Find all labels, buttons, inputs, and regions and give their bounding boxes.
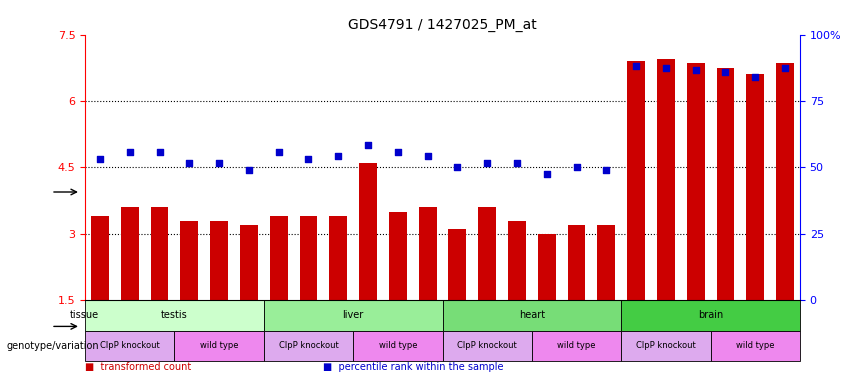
Bar: [627, 61, 645, 300]
Point: [94, 156, 107, 162]
Bar: [448, 229, 466, 300]
Point: [599, 167, 613, 173]
FancyBboxPatch shape: [443, 300, 621, 331]
Bar: [657, 59, 675, 300]
Text: brain: brain: [698, 310, 723, 320]
Bar: [151, 207, 168, 300]
Point: [420, 153, 434, 159]
FancyBboxPatch shape: [85, 300, 264, 331]
Text: ClpP knockout: ClpP knockout: [100, 341, 160, 350]
Bar: [389, 212, 407, 300]
Point: [361, 142, 374, 148]
Point: [778, 65, 791, 71]
Point: [570, 164, 584, 170]
Bar: [687, 63, 705, 300]
Point: [749, 74, 762, 80]
Bar: [210, 220, 228, 300]
Point: [123, 149, 136, 155]
Bar: [568, 225, 585, 300]
Bar: [91, 216, 109, 300]
Text: heart: heart: [519, 310, 545, 320]
Bar: [597, 225, 615, 300]
FancyBboxPatch shape: [85, 331, 174, 361]
Text: liver: liver: [343, 310, 363, 320]
Point: [271, 149, 285, 155]
Bar: [746, 74, 764, 300]
Point: [301, 156, 315, 162]
FancyBboxPatch shape: [353, 331, 443, 361]
Point: [153, 149, 167, 155]
Title: GDS4791 / 1427025_PM_at: GDS4791 / 1427025_PM_at: [348, 18, 537, 32]
Point: [242, 167, 255, 173]
Point: [480, 160, 494, 166]
Bar: [538, 234, 556, 300]
Bar: [508, 220, 526, 300]
Text: wild type: wild type: [200, 341, 238, 350]
Point: [659, 65, 672, 71]
Text: wild type: wild type: [736, 341, 774, 350]
FancyBboxPatch shape: [711, 331, 800, 361]
Point: [213, 160, 226, 166]
Point: [688, 67, 702, 73]
FancyBboxPatch shape: [621, 331, 711, 361]
Bar: [300, 216, 317, 300]
Text: ■  transformed count: ■ transformed count: [85, 362, 191, 372]
Text: ClpP knockout: ClpP knockout: [278, 341, 339, 350]
Point: [510, 160, 523, 166]
Text: ClpP knockout: ClpP knockout: [636, 341, 696, 350]
Bar: [270, 216, 288, 300]
Text: ■  percentile rank within the sample: ■ percentile rank within the sample: [323, 362, 504, 372]
Text: ClpP knockout: ClpP knockout: [457, 341, 517, 350]
Point: [451, 164, 465, 170]
FancyBboxPatch shape: [174, 331, 264, 361]
Bar: [776, 63, 794, 300]
Bar: [180, 220, 198, 300]
Point: [182, 160, 196, 166]
FancyBboxPatch shape: [443, 331, 532, 361]
FancyBboxPatch shape: [532, 331, 621, 361]
Bar: [478, 207, 496, 300]
FancyBboxPatch shape: [264, 300, 443, 331]
Bar: [419, 207, 437, 300]
Bar: [240, 225, 258, 300]
Bar: [329, 216, 347, 300]
Bar: [359, 163, 377, 300]
Text: wild type: wild type: [379, 341, 417, 350]
Point: [391, 149, 405, 155]
Text: tissue: tissue: [70, 310, 99, 320]
Point: [540, 171, 553, 177]
Point: [718, 69, 732, 75]
FancyBboxPatch shape: [621, 300, 800, 331]
Bar: [121, 207, 139, 300]
Text: genotype/variation: genotype/variation: [6, 341, 99, 351]
Point: [331, 153, 346, 159]
Text: testis: testis: [161, 310, 188, 320]
Point: [629, 63, 643, 69]
FancyBboxPatch shape: [264, 331, 353, 361]
Bar: [717, 68, 734, 300]
Text: wild type: wild type: [557, 341, 596, 350]
